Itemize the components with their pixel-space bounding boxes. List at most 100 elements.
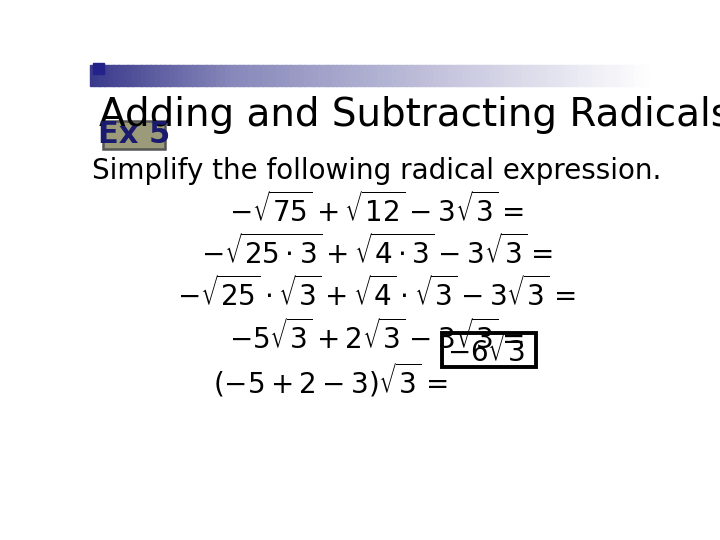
Bar (174, 65, 179, 86)
Text: Ex 5: Ex 5 (98, 120, 171, 150)
Bar (481, 65, 486, 86)
Text: Simplify the following radical expression.: Simplify the following radical expressio… (92, 157, 662, 185)
Bar (215, 65, 221, 86)
Bar (490, 65, 495, 86)
Bar (313, 65, 319, 86)
Bar (499, 65, 505, 86)
Bar (559, 65, 565, 86)
Bar (606, 65, 611, 86)
Bar (243, 65, 249, 86)
Bar (495, 65, 500, 86)
Bar (634, 65, 639, 86)
Bar (541, 65, 546, 86)
Text: Adding and Subtracting Radicals: Adding and Subtracting Radicals (99, 96, 720, 133)
Bar (336, 65, 342, 86)
Bar (588, 65, 593, 86)
Bar (94, 65, 100, 86)
Bar (387, 65, 393, 86)
Bar (290, 65, 295, 86)
Bar (179, 65, 184, 86)
Bar (294, 65, 300, 86)
Bar (183, 65, 189, 86)
Bar (536, 65, 542, 86)
Bar (625, 65, 630, 86)
Bar (476, 65, 482, 86)
Bar (518, 65, 523, 86)
Bar (620, 65, 626, 86)
Bar (472, 65, 477, 86)
Bar (99, 65, 104, 86)
Bar (527, 65, 533, 86)
Bar (467, 65, 472, 86)
Bar (234, 65, 240, 86)
Bar (145, 65, 151, 86)
Bar (453, 65, 458, 86)
Bar (309, 65, 314, 86)
Bar (420, 65, 426, 86)
Bar (550, 65, 556, 86)
Text: $-\sqrt{25 \cdot 3}+\sqrt{4 \cdot 3}-3\sqrt{3}=$: $-\sqrt{25 \cdot 3}+\sqrt{4 \cdot 3}-3\s… (201, 234, 553, 270)
Bar (258, 65, 263, 86)
Bar (574, 65, 579, 86)
Bar (457, 65, 463, 86)
Bar (578, 65, 584, 86)
Bar (266, 65, 272, 86)
Bar (360, 65, 365, 86)
Bar (206, 65, 212, 86)
Bar (593, 65, 598, 86)
Bar (225, 65, 230, 86)
Bar (415, 65, 421, 86)
Bar (276, 65, 282, 86)
Bar (532, 65, 537, 86)
Bar (150, 65, 156, 86)
Bar (281, 65, 286, 86)
Bar (327, 65, 333, 86)
Bar (444, 65, 449, 86)
Bar (523, 65, 528, 86)
Bar (271, 65, 276, 86)
Bar (402, 65, 407, 86)
Bar (248, 65, 253, 86)
Bar (583, 65, 588, 86)
Bar (429, 65, 435, 86)
Bar (300, 65, 305, 86)
Bar (285, 65, 291, 86)
Bar (644, 65, 649, 86)
Bar (383, 65, 388, 86)
Bar (639, 65, 644, 86)
Bar (564, 65, 570, 86)
Bar (546, 65, 551, 86)
Bar (508, 65, 514, 86)
Bar (448, 65, 454, 86)
Bar (318, 65, 323, 86)
Bar (188, 65, 193, 86)
Bar (462, 65, 467, 86)
Bar (93, 63, 104, 74)
Bar (369, 65, 374, 86)
Bar (406, 65, 412, 86)
Bar (253, 65, 258, 86)
Bar (220, 65, 225, 86)
Bar (601, 65, 607, 86)
Bar (332, 65, 337, 86)
Bar (355, 65, 361, 86)
Bar (202, 65, 207, 86)
Bar (118, 65, 123, 86)
Bar (127, 65, 132, 86)
Bar (323, 65, 328, 86)
Bar (197, 65, 202, 86)
Bar (169, 65, 174, 86)
Bar (351, 65, 356, 86)
Bar (485, 65, 490, 86)
Bar (611, 65, 616, 86)
Bar (230, 65, 235, 86)
Bar (164, 65, 170, 86)
Bar (239, 65, 244, 86)
Bar (132, 65, 138, 86)
Bar (346, 65, 351, 86)
Bar (397, 65, 402, 86)
Bar (104, 65, 109, 86)
Bar (434, 65, 439, 86)
FancyBboxPatch shape (103, 121, 165, 149)
Bar (438, 65, 444, 86)
